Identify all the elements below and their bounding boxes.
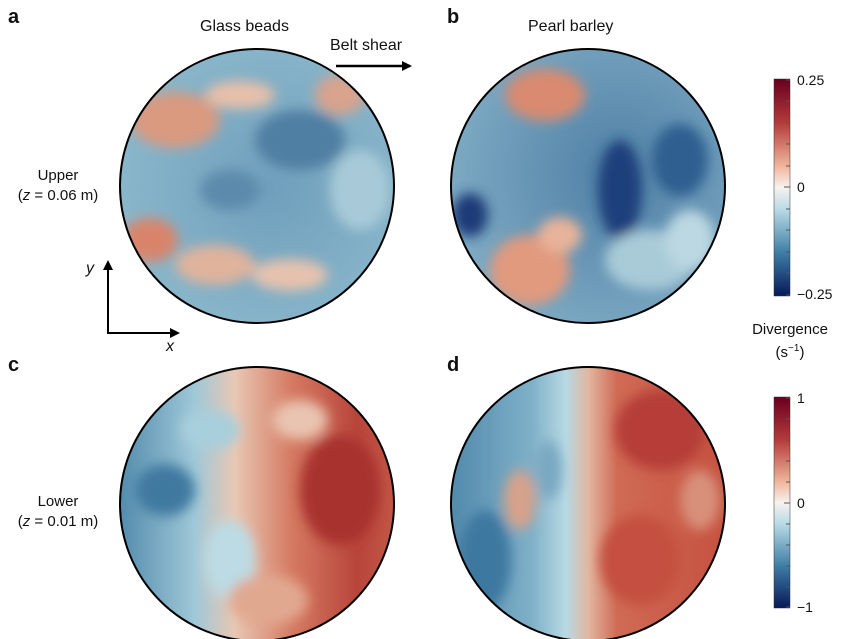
row-label-lower-var: z (22, 513, 31, 530)
colorbar-title-name: Divergence (752, 321, 828, 338)
y-axis-label: y (86, 260, 94, 277)
panel-label-c: c (8, 354, 20, 376)
colorbar-upper-mid: 0 (797, 179, 805, 195)
circle-outline-a (119, 48, 395, 324)
row-label-lower-name: Lower (37, 493, 79, 510)
colorbar-unit-exponent: −1 (788, 343, 800, 354)
panel-label-b: b (447, 6, 460, 28)
row-label-lower-open: ( (17, 513, 23, 530)
circle-outline-c (119, 366, 395, 639)
panel-label-a: a (8, 6, 20, 28)
row-label-lower-height: (z = 0.01 m) (2, 512, 114, 532)
circle-outline-b (450, 48, 726, 324)
field-map-a (120, 49, 394, 323)
colorbar-upper-min: −0.25 (797, 286, 833, 302)
row-label-lower-value: = 0.01 m) (30, 513, 99, 530)
colorbar-lower-ticks (784, 397, 790, 608)
row-label-lower: Lower (z = 0.01 m) (2, 492, 114, 532)
field-map-d (451, 367, 725, 639)
colorbar-title: Divergence (s−1) (742, 320, 838, 362)
colorbar-upper-max: 0.25 (797, 72, 825, 88)
belt-shear-label: Belt shear (330, 37, 403, 54)
row-label-upper-open: ( (17, 187, 23, 204)
circle-outline-d (450, 366, 726, 639)
colorbar-lower-mid: 0 (797, 495, 805, 511)
panel-label-d: d (447, 354, 460, 376)
row-label-upper: Upper (z = 0.06 m) (2, 166, 114, 206)
colorbar-lower-min: −1 (797, 599, 813, 615)
row-label-upper-height: (z = 0.06 m) (2, 186, 114, 206)
colorbar-unit-base: (s (775, 344, 789, 361)
colorbar-unit-close: ) (799, 344, 805, 361)
row-label-upper-var: z (22, 187, 31, 204)
row-label-upper-name: Upper (37, 167, 79, 184)
colorbar-lower-max: 1 (797, 390, 805, 406)
row-label-upper-value: = 0.06 m) (30, 187, 99, 204)
column-title-glass-beads: Glass beads (200, 18, 289, 35)
colorbar-upper-ticks (784, 79, 790, 296)
x-axis-label: x (166, 338, 174, 355)
field-map-b (451, 49, 725, 323)
field-map-c (120, 367, 394, 639)
column-title-pearl-barley: Pearl barley (528, 18, 614, 35)
colorbar-unit: (s−1) (742, 339, 838, 362)
